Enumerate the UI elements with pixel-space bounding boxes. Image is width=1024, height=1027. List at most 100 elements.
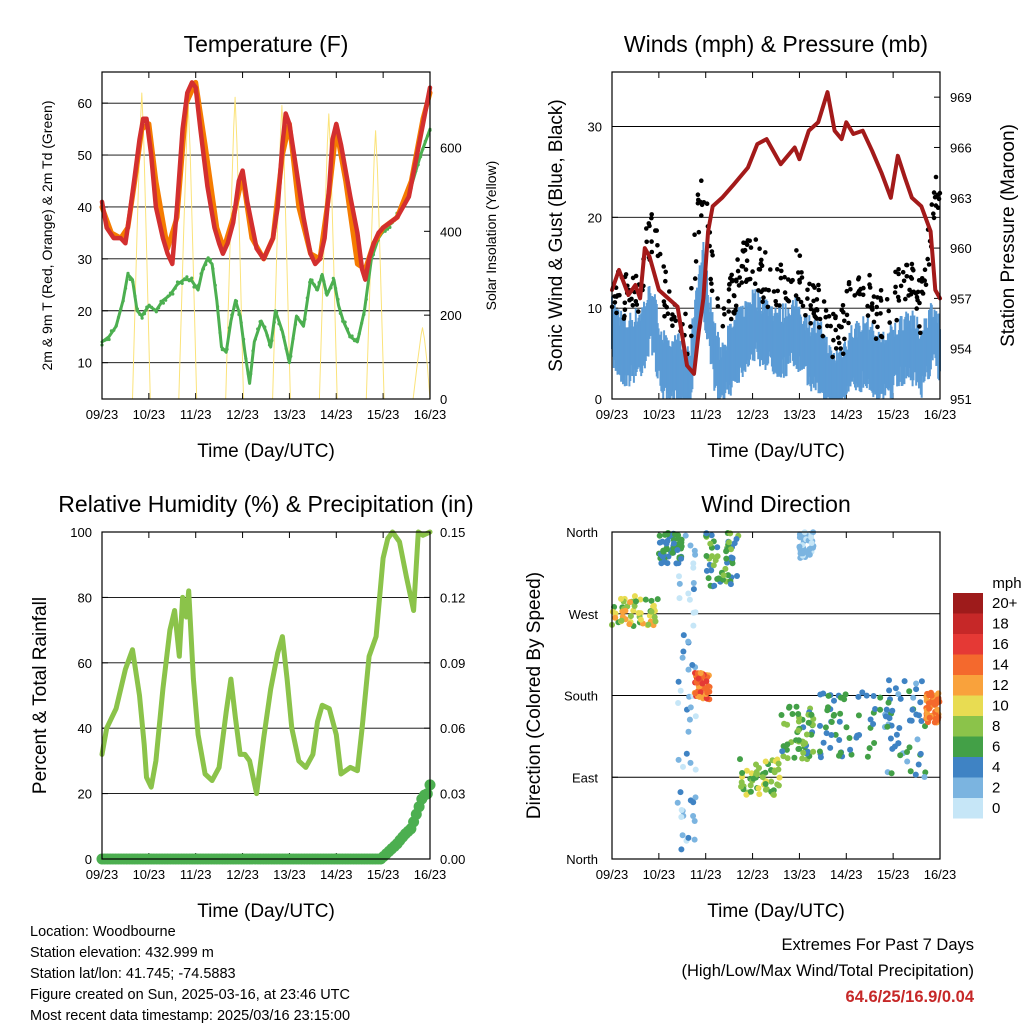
wind-direction-point (837, 749, 844, 756)
wind-gust-point (913, 291, 919, 296)
x-tick-label: 16/23 (414, 407, 447, 422)
panel-title: Winds (mph) & Pressure (mb) (624, 31, 928, 57)
wind-gust-point (800, 303, 806, 309)
wind-gust-point (805, 296, 810, 301)
wind-gust-point (636, 309, 641, 314)
wind-gust-point (753, 237, 759, 242)
wind-gust-point (856, 277, 861, 282)
wind-gust-point (841, 309, 846, 315)
wind-direction-point (648, 608, 655, 615)
wind-gust-point (670, 312, 675, 317)
wind-direction-point (867, 716, 874, 723)
wind-gust-point (931, 211, 936, 216)
wind-gust-point (726, 287, 732, 292)
dewpoint-point (171, 292, 175, 296)
dewpoint-point (336, 297, 340, 301)
wind-gust-point (873, 336, 879, 342)
x-axis-label: Time (Day/UTC) (197, 901, 335, 922)
x-tick-label: 13/23 (273, 407, 306, 422)
wind-gust-point (835, 335, 841, 340)
wind-direction-point (627, 599, 633, 606)
wind-direction-point (739, 770, 746, 776)
wind-gust-point (722, 312, 727, 317)
wind-direction-point (831, 697, 837, 704)
wind-direction-point (663, 540, 670, 547)
dewpoint-point (199, 272, 203, 276)
x-tick-label: 11/23 (180, 407, 212, 422)
wind-gust-point (649, 212, 654, 217)
wind-direction-point (702, 686, 709, 692)
plot-border (101, 71, 431, 400)
wind-gust-point (840, 303, 846, 308)
legend-label: 6 (992, 739, 1000, 756)
wind-gust-point (721, 306, 727, 311)
dewpoint-point (220, 348, 224, 352)
wind-gust-point (875, 324, 880, 330)
wind-direction-point (918, 678, 925, 685)
wind-direction-point (846, 735, 853, 741)
wind-direction-point (921, 774, 928, 780)
legend-label: 4 (992, 759, 1000, 776)
wind-direction-point (725, 572, 732, 579)
wind-direction-point (642, 596, 649, 603)
wind-direction-point (703, 530, 710, 537)
dewpoint-point (322, 279, 326, 283)
dewpoint-point (331, 276, 335, 280)
wind-direction-point (661, 558, 668, 565)
y-tick-label: 60 (78, 656, 92, 671)
wind-direction-point (691, 547, 698, 554)
y2-tick-label: 951 (950, 392, 972, 407)
y2-tick-label: 0.09 (440, 656, 465, 671)
wind-direction-point (775, 782, 782, 789)
wind-gust-point (825, 323, 830, 329)
dewpoint-point (216, 305, 220, 309)
wind-direction-point (680, 763, 686, 770)
wind-gust-point (708, 276, 713, 282)
wind-gust-point (893, 284, 898, 290)
wind-gust-point (759, 289, 764, 295)
wind-gust-point (900, 269, 906, 275)
wind-gust-point (838, 346, 843, 351)
wind-direction-point (711, 582, 718, 589)
legend-swatch (953, 654, 983, 675)
wind-direction-point (750, 775, 757, 782)
dewpoint-point (272, 320, 276, 324)
dewpoint-point (362, 312, 366, 317)
wind-direction-point (692, 609, 699, 616)
wind-direction-point (855, 693, 862, 700)
dewpoint-point (218, 331, 222, 335)
x-tick-label: 15/23 (877, 407, 910, 422)
wind-gust-point (630, 275, 636, 281)
wind-direction-point (727, 581, 734, 588)
wind-gust-point (661, 299, 667, 304)
wind-direction-point (797, 533, 804, 540)
wind-direction-point (685, 728, 692, 735)
wind-direction-point (659, 553, 666, 560)
dewpoint-point (206, 256, 210, 260)
wind-direction-point (756, 791, 763, 798)
wind-gust-point (846, 280, 852, 285)
x-tick-label: 12/23 (226, 407, 259, 422)
wind-direction-point (866, 745, 873, 752)
dewpoint-point (150, 305, 154, 309)
wind-gust-point (839, 324, 844, 330)
dewpoint-point (364, 297, 368, 301)
dewpoint-point (293, 322, 298, 326)
legend-label: 8 (992, 718, 1000, 735)
wind-direction-point (670, 540, 677, 547)
dewpoint-point (190, 276, 194, 280)
wind-direction-point (656, 539, 663, 546)
wind-gust-point (895, 294, 901, 300)
legend-label: 12 (992, 677, 1009, 694)
wind-direction-point (618, 595, 624, 602)
wind-direction-point (687, 542, 694, 549)
wind-gust-point (778, 262, 784, 268)
wind-gust-point (833, 314, 838, 319)
dewpoint-point (423, 139, 427, 143)
wind-direction-point (822, 724, 829, 731)
wind-direction-point (654, 596, 661, 603)
wind-direction-point (697, 689, 704, 696)
wind-gust-point (760, 299, 765, 305)
wind-direction-point (675, 756, 682, 763)
dewpoint-point (251, 349, 255, 353)
